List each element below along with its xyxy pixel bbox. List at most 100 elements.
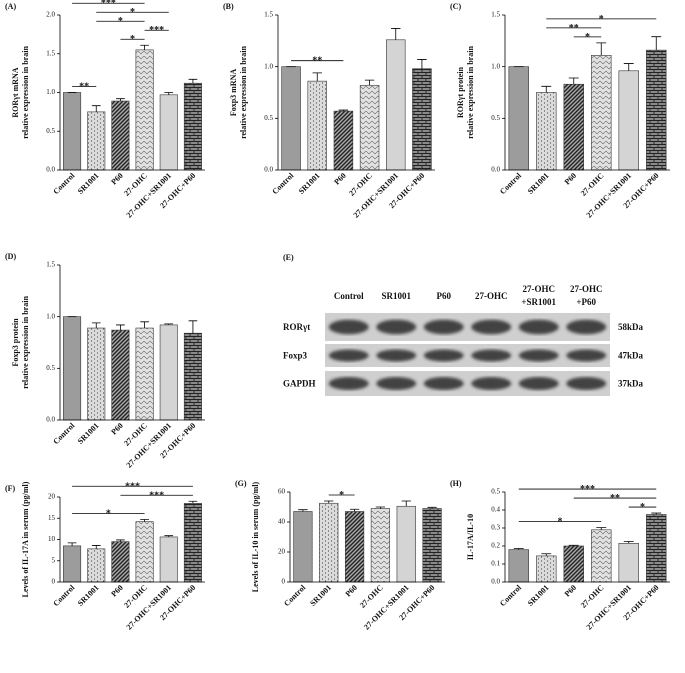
significance-label: ***	[149, 490, 164, 501]
bar	[386, 39, 406, 171]
panel-label: (G)	[235, 479, 247, 488]
blot-band	[376, 349, 417, 362]
lane-label: +P60	[576, 297, 596, 307]
panel-label: (F)	[5, 484, 16, 493]
y-axis-label: RORγt mRNA	[11, 67, 20, 117]
error-bar	[401, 500, 411, 507]
bar	[111, 541, 130, 583]
y-tick-label: 0.0	[491, 578, 500, 586]
x-tick-label: SR1001	[76, 171, 101, 196]
size-label: 58kDa	[618, 322, 644, 332]
x-tick-label: 27-OHC+SR1001	[352, 171, 401, 220]
y-tick-label: 1.0	[46, 88, 55, 96]
x-tick-label: Control	[51, 583, 77, 609]
significance-label: *	[585, 32, 590, 43]
y-axis-label: IL-17A/IL-10	[466, 514, 475, 560]
y-tick-label: 0.5	[491, 488, 500, 496]
bar	[159, 94, 178, 171]
bar	[135, 49, 154, 171]
error-bar	[91, 105, 101, 112]
bar	[183, 82, 202, 171]
bar	[618, 542, 639, 583]
x-tick-label: P60	[109, 583, 124, 598]
blot-band	[518, 319, 559, 335]
bar	[87, 548, 106, 583]
error-bar	[596, 527, 607, 530]
error-bar	[188, 320, 198, 334]
x-tick-label: Control	[270, 171, 296, 197]
panel-label: (C)	[450, 2, 461, 11]
lane-label: Control	[334, 291, 364, 301]
bar	[412, 68, 432, 171]
significance-label: **	[569, 23, 579, 34]
blot-band	[328, 319, 369, 335]
error-bar	[164, 535, 174, 537]
blot-band	[518, 377, 559, 390]
significance-label: *	[640, 502, 645, 513]
y-tick-label: 1.5	[46, 49, 55, 57]
blot-band	[376, 319, 417, 335]
x-tick-label: P60	[563, 583, 578, 598]
significance-label: ***	[580, 484, 595, 495]
lane-label: SR1001	[381, 291, 411, 301]
x-tick-label: SR1001	[76, 421, 101, 446]
bar	[344, 511, 365, 583]
x-tick-label: Control	[51, 421, 77, 447]
y-axis-label: Foxp3 protein	[11, 318, 20, 367]
error-bar	[324, 500, 334, 504]
blot-band	[328, 349, 369, 362]
x-tick-label: P60	[563, 171, 578, 186]
x-tick-label: SR1001	[526, 171, 551, 196]
bar	[183, 503, 202, 583]
y-tick-label: 0.3	[491, 524, 500, 532]
y-tick-label: 5	[52, 556, 56, 564]
y-tick-label: 2.0	[46, 11, 55, 19]
x-tick-label: P60	[332, 171, 347, 186]
x-tick-label: P60	[109, 421, 124, 436]
bar	[159, 536, 178, 583]
y-tick-label: 0.0	[46, 416, 55, 424]
bar	[293, 511, 313, 583]
bar	[111, 329, 130, 421]
x-tick-label: Control	[498, 171, 524, 197]
error-bar	[338, 109, 349, 112]
y-axis-label: relative expression in brain	[239, 46, 248, 139]
y-tick-label: 1.0	[491, 62, 500, 70]
y-tick-label: 0.5	[491, 114, 500, 122]
bar	[396, 505, 416, 583]
bar	[63, 92, 82, 171]
significance-label: ***	[149, 25, 164, 36]
lane-label: 27-OHC	[523, 284, 556, 294]
error-bar	[568, 77, 579, 85]
y-tick-label: 10	[48, 535, 56, 543]
panel-label: (E)	[283, 253, 294, 262]
bar	[646, 514, 667, 583]
error-bar	[364, 79, 375, 86]
error-bar	[116, 539, 125, 542]
error-bar	[427, 506, 437, 509]
y-tick-label: 1.0	[264, 62, 273, 70]
row-label: RORγt	[283, 322, 310, 332]
bar	[563, 83, 584, 171]
row-label: Foxp3	[283, 351, 308, 361]
bar	[508, 66, 529, 171]
bar	[333, 110, 354, 171]
error-bar	[375, 506, 386, 509]
error-bar	[116, 324, 125, 331]
error-bar	[91, 322, 101, 329]
blot-band	[423, 377, 464, 390]
size-label: 37kDa	[618, 379, 644, 389]
y-tick-label: 0.1	[491, 560, 500, 568]
significance-label: **	[312, 56, 322, 67]
significance-label: *	[130, 34, 135, 45]
blot-strip	[325, 313, 610, 341]
x-tick-label: P60	[344, 583, 359, 598]
blot-band	[471, 349, 512, 362]
significance-label: *	[599, 14, 604, 25]
y-tick-label: 1.5	[491, 11, 500, 19]
x-tick-label: SR1001	[308, 583, 333, 608]
error-bar	[164, 323, 174, 325]
bar	[159, 324, 178, 421]
y-tick-label: 40	[278, 518, 286, 526]
blot-band	[566, 377, 607, 390]
